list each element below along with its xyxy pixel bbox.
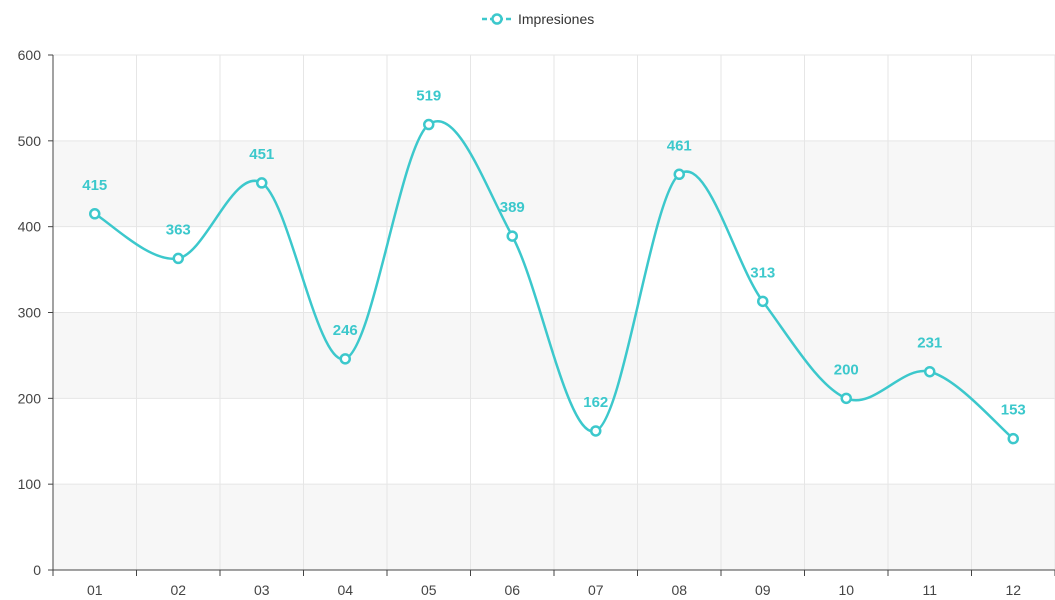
y-tick-label: 600	[18, 47, 42, 63]
x-tick-label: 11	[922, 582, 937, 598]
data-label: 389	[500, 199, 525, 216]
x-tick-label: 12	[1005, 582, 1021, 598]
x-tick-label: 05	[421, 582, 437, 598]
x-tick-label: 08	[671, 582, 687, 598]
legend-label: Impresiones	[518, 11, 594, 27]
data-point	[423, 118, 435, 131]
x-axis-ticks: 01 02 03 04 05 06 07 08 09 10 11 12	[52, 570, 1055, 598]
data-point	[840, 392, 852, 405]
x-tick-label: 04	[337, 582, 353, 598]
data-label: 313	[750, 264, 775, 281]
data-label: 162	[583, 394, 608, 411]
y-tick-label: 0	[33, 562, 41, 578]
data-point	[1007, 432, 1019, 445]
y-tick-label: 400	[18, 219, 42, 235]
x-tick-label: 02	[170, 582, 186, 598]
data-label: 231	[917, 335, 942, 352]
data-label: 153	[1001, 402, 1026, 419]
data-label: 246	[333, 322, 358, 339]
x-tick-label: 09	[755, 582, 771, 598]
data-point	[590, 425, 602, 437]
x-tick-label: 06	[504, 582, 520, 598]
legend-marker-icon	[491, 13, 503, 25]
y-tick-label: 200	[18, 390, 42, 406]
legend[interactable]: Impresiones	[482, 11, 594, 27]
y-tick-label: 500	[18, 133, 42, 149]
data-point	[506, 230, 518, 242]
x-tick-label: 01	[87, 582, 103, 598]
data-points	[89, 118, 1019, 445]
data-label: 451	[249, 146, 274, 163]
data-point	[339, 353, 351, 365]
data-point	[89, 208, 101, 220]
data-label: 461	[667, 137, 692, 154]
x-tick-label: 03	[254, 582, 270, 598]
y-tick-label: 100	[18, 476, 42, 492]
y-axis-ticks: 0 100 200 300 400 500 600	[18, 47, 53, 578]
data-point	[924, 365, 936, 378]
data-label: 415	[82, 177, 107, 194]
data-labels: 415 363 451 246 519 389 162 461 313 200 231 153	[82, 88, 1026, 419]
data-point	[673, 168, 685, 181]
data-point	[256, 177, 268, 189]
y-tick-label: 300	[18, 305, 42, 321]
data-point	[757, 295, 769, 308]
x-tick-label: 10	[838, 582, 854, 598]
x-tick-label: 07	[588, 582, 604, 598]
data-label: 519	[416, 88, 441, 105]
gridlines	[52, 54, 1055, 571]
data-point	[172, 252, 184, 265]
data-label: 363	[166, 221, 191, 238]
data-label: 200	[834, 361, 859, 378]
